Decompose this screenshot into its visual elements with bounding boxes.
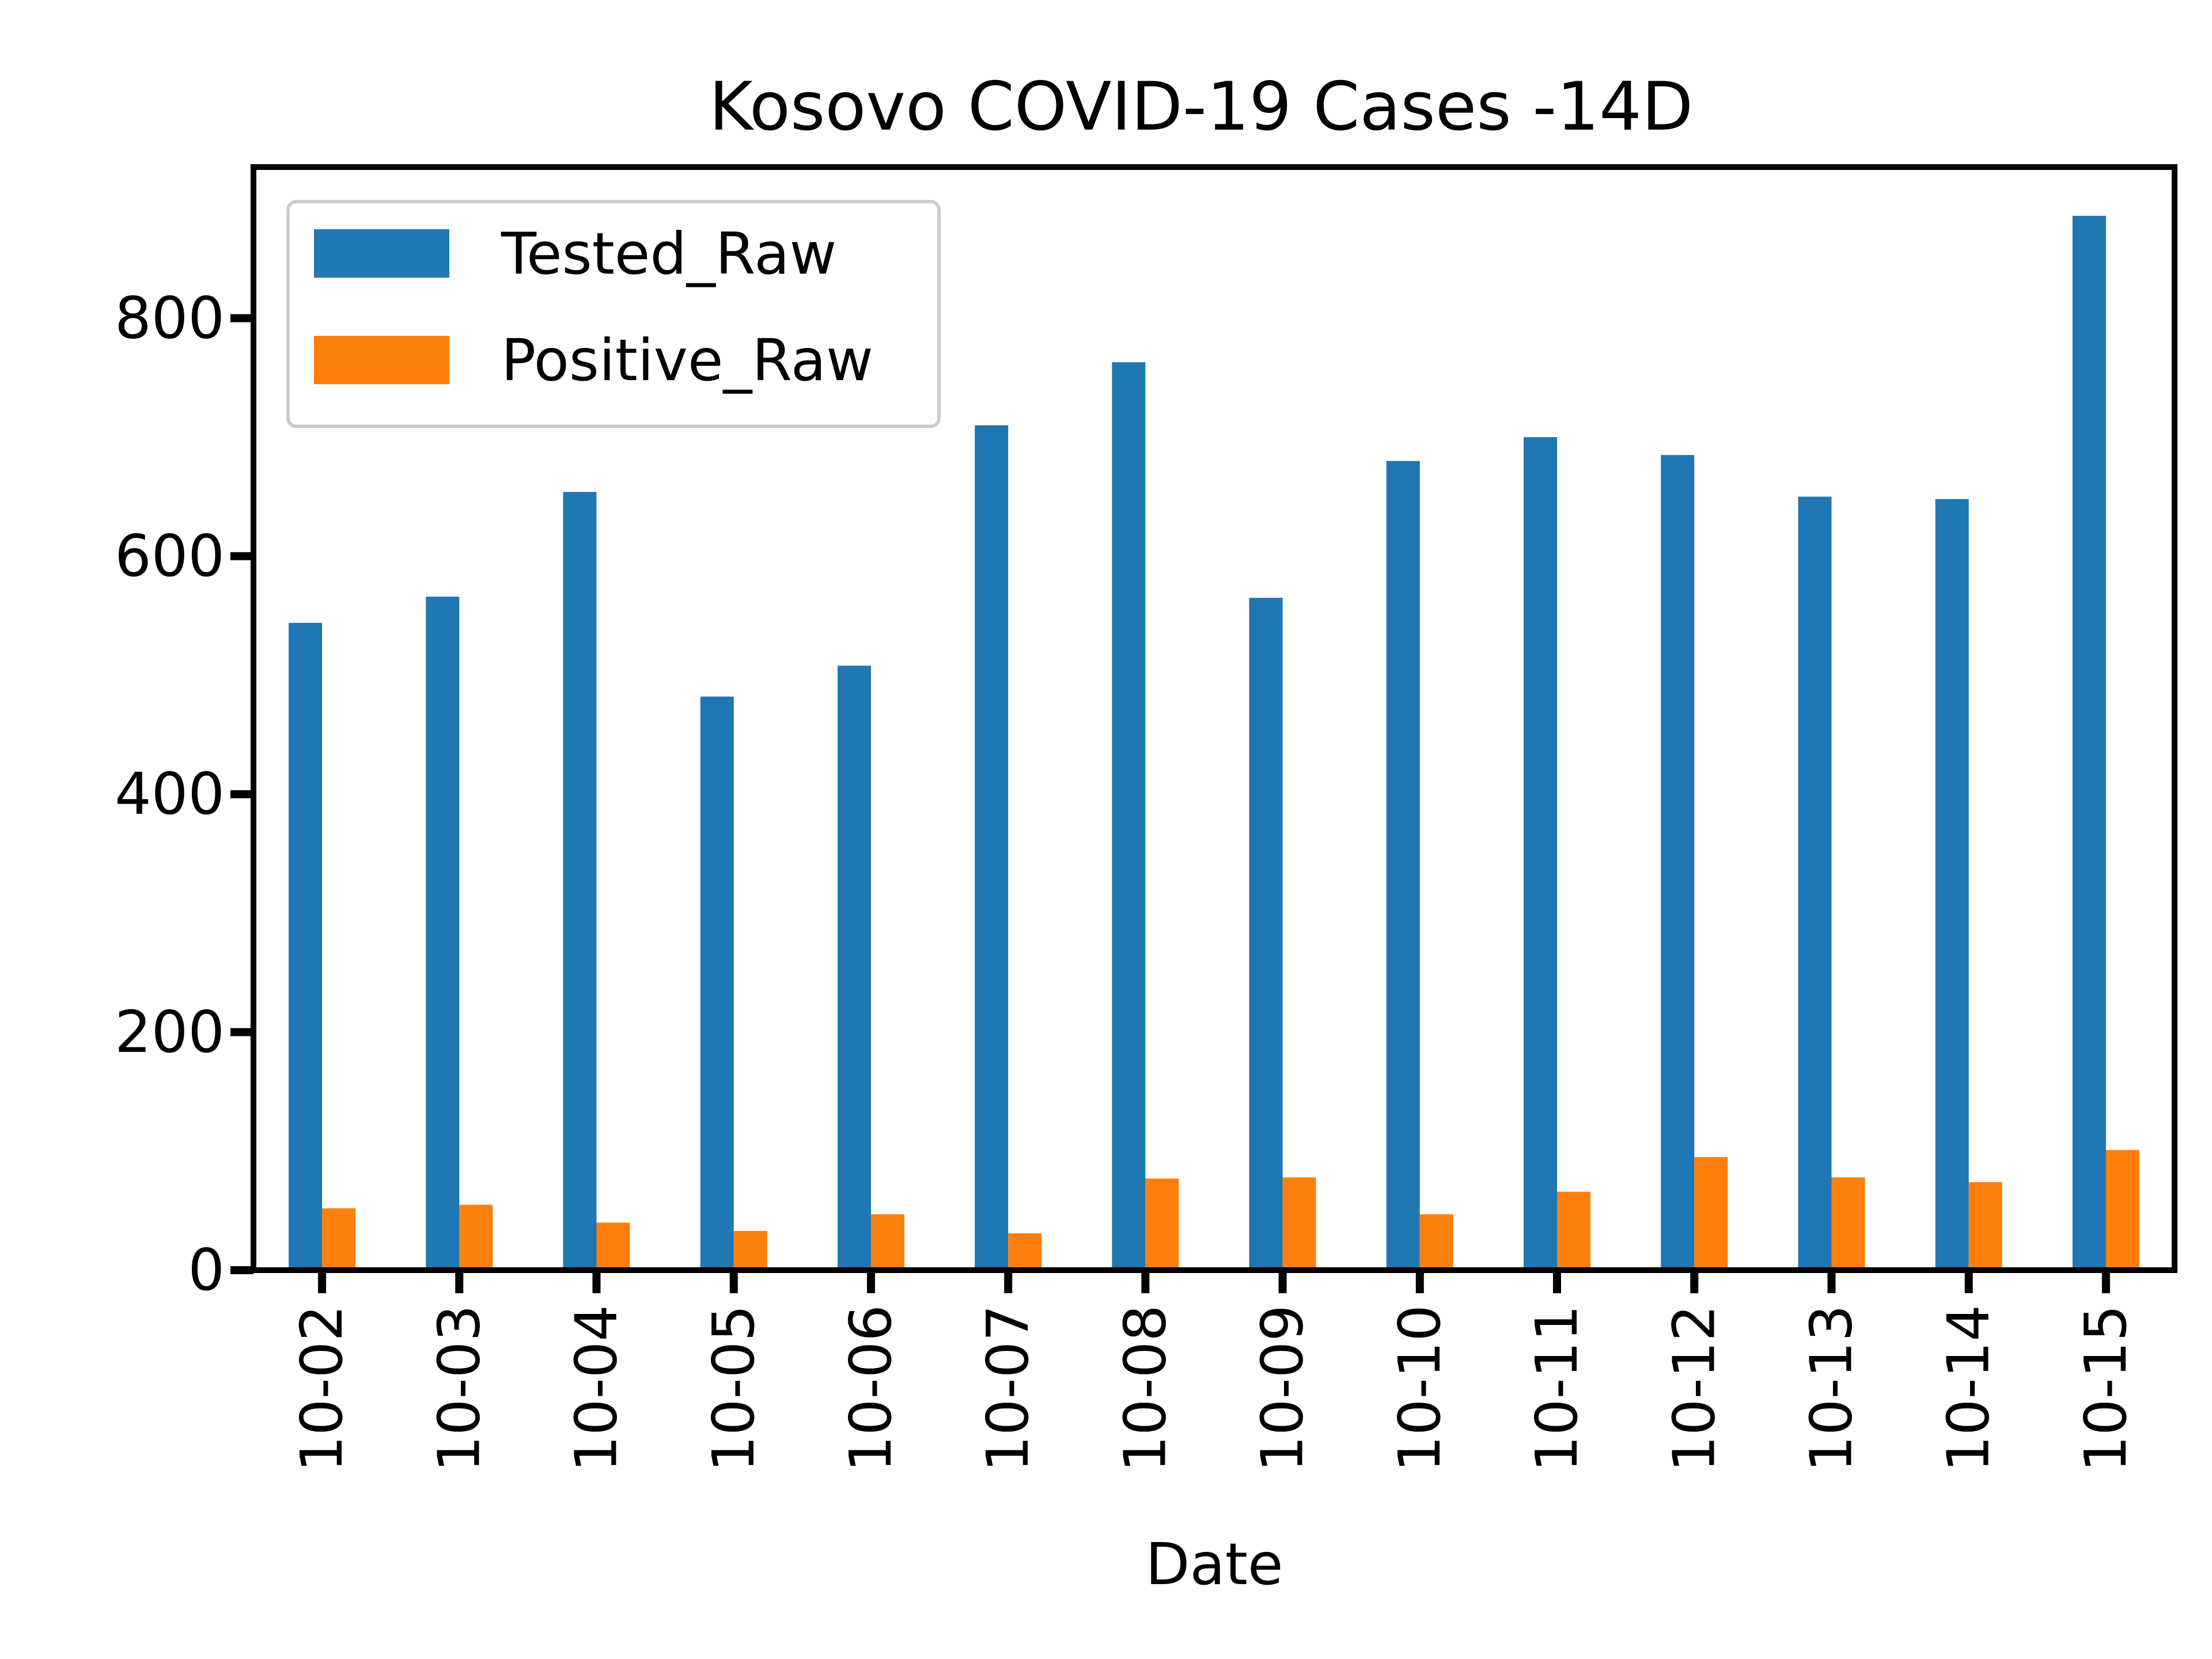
bar-positive-raw-10-06	[871, 1214, 904, 1270]
x-tick-label: 10-15	[2072, 1305, 2139, 1472]
x-axis: 10-02 10-03 10-04 10-05 10-06 10-07 10-08 10-09…	[288, 1270, 2139, 1472]
bars-layer	[289, 215, 2139, 1271]
y-axis: 0 200 400 600 800	[115, 284, 253, 1304]
bar-tested-raw-10-05	[700, 696, 734, 1270]
bar-positive-raw-10-15	[2105, 1150, 2139, 1270]
bar-positive-raw-10-04	[596, 1222, 630, 1270]
bar-positive-raw-10-11	[1557, 1191, 1590, 1270]
bar-tested-raw-10-03	[426, 596, 460, 1270]
y-tick-label: 0	[188, 1236, 225, 1304]
x-tick-label: 10-11	[1523, 1305, 1590, 1472]
x-tick-label: 10-14	[1935, 1305, 2002, 1472]
bar-positive-raw-10-08	[1145, 1178, 1179, 1270]
y-tick-label: 800	[115, 284, 225, 351]
x-tick-label: 10-12	[1660, 1305, 1728, 1472]
bar-positive-raw-10-02	[322, 1208, 356, 1270]
x-tick-label: 10-08	[1111, 1305, 1179, 1472]
x-tick-label: 10-04	[563, 1305, 630, 1472]
bar-positive-raw-10-03	[459, 1205, 493, 1270]
bar-positive-raw-10-12	[1694, 1157, 1728, 1270]
bar-positive-raw-10-10	[1419, 1214, 1453, 1270]
x-tick-label: 10-02	[288, 1305, 355, 1472]
legend-swatch-tested-raw	[314, 229, 449, 278]
plot-frame	[251, 164, 2177, 1273]
legend-box	[286, 200, 941, 428]
bar-tested-raw-10-09	[1249, 597, 1283, 1270]
legend-label-positive-raw: Positive_Raw	[501, 327, 873, 394]
y-tick-label: 400	[115, 760, 225, 828]
x-tick-label: 10-05	[700, 1305, 767, 1472]
bar-tested-raw-10-10	[1386, 461, 1420, 1270]
bar-positive-raw-10-07	[1008, 1233, 1042, 1270]
x-tick-label: 10-07	[974, 1305, 1041, 1472]
legend-label-tested-raw: Tested_Raw	[501, 220, 836, 287]
bar-tested-raw-10-08	[1112, 362, 1146, 1270]
x-tick-label: 10-09	[1249, 1305, 1316, 1472]
bar-tested-raw-10-07	[975, 425, 1009, 1270]
bar-tested-raw-10-06	[838, 665, 871, 1270]
bar-positive-raw-10-14	[1968, 1182, 2002, 1270]
bar-positive-raw-10-13	[1831, 1177, 1865, 1270]
x-tick-label: 10-03	[425, 1305, 493, 1472]
x-tick-label: 10-13	[1798, 1305, 1865, 1472]
legend-swatch-positive-raw	[314, 336, 449, 384]
bar-positive-raw-10-05	[733, 1230, 767, 1270]
bar-tested-raw-10-15	[2072, 215, 2106, 1271]
bar-positive-raw-10-09	[1282, 1177, 1316, 1270]
y-tick-label: 600	[115, 522, 225, 590]
chart-title: Kosovo COVID-19 Cases -14D	[709, 68, 1694, 146]
x-axis-label: Date	[1145, 1531, 1283, 1598]
bar-tested-raw-10-11	[1524, 437, 1557, 1270]
bar-tested-raw-10-04	[563, 492, 597, 1270]
legend: Tested_Raw Positive_Raw	[286, 200, 941, 428]
bar-tested-raw-10-14	[1935, 499, 1969, 1270]
y-tick-label: 200	[115, 998, 225, 1066]
x-tick-label: 10-06	[837, 1305, 904, 1472]
x-tick-label: 10-10	[1386, 1305, 1453, 1472]
bar-tested-raw-10-02	[289, 623, 323, 1270]
bar-tested-raw-10-12	[1661, 454, 1695, 1270]
bar-tested-raw-10-13	[1798, 497, 1832, 1271]
